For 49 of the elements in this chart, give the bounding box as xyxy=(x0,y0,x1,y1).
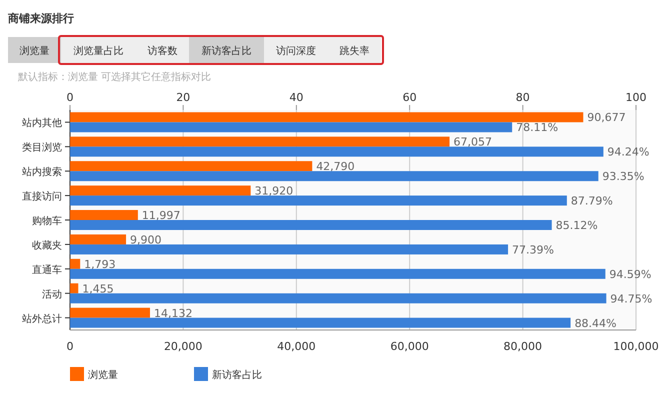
text: 访问深度 xyxy=(276,45,316,57)
data-label: 1,793 xyxy=(84,258,116,271)
y-tick-label: 类目浏览 xyxy=(22,142,62,154)
x-tick-label: 20,000 xyxy=(164,340,202,353)
data-label: 31,920 xyxy=(254,184,294,198)
text: 访客数 xyxy=(148,45,178,57)
y-tick-label: 直接访问 xyxy=(22,190,62,203)
legend-label: 浏览量 xyxy=(88,369,118,381)
data-label: 94.59% xyxy=(609,268,652,281)
x-tick-label: 40,000 xyxy=(277,340,316,353)
data-label: 85.12% xyxy=(556,219,598,232)
y-tick-label: 活动 xyxy=(42,288,62,300)
data-label: 94.75% xyxy=(610,292,652,306)
data-label: 93.35% xyxy=(602,170,644,184)
data-label: 94.24% xyxy=(607,146,650,159)
x-tick-label: 100,000 xyxy=(613,340,659,353)
x-tick-label: 60,000 xyxy=(390,340,429,353)
x2-tick-label: 60 xyxy=(402,91,417,104)
y-tick-label: 站外总计 xyxy=(22,312,62,325)
text: 浏览量 xyxy=(20,45,50,57)
x2-tick-label: 80 xyxy=(516,91,530,104)
y-tick-label: 直通车 xyxy=(32,264,62,276)
x2-tick-label: 40 xyxy=(289,91,304,104)
chart-title: 商铺来源排行 xyxy=(7,12,74,25)
data-label: 78.11% xyxy=(516,121,558,134)
text: 浏览量占比 xyxy=(74,45,124,57)
x2-tick-label: 20 xyxy=(176,91,190,104)
x2-tick-label: 0 xyxy=(66,91,74,104)
x-tick-label: 0 xyxy=(66,340,74,353)
data-label: 67,057 xyxy=(454,136,492,149)
y-tick-label: 站内搜索 xyxy=(22,166,62,178)
data-label: 90,677 xyxy=(587,111,626,124)
y-tick-label: 收藏夹 xyxy=(32,239,62,252)
data-label: 9,900 xyxy=(130,233,162,246)
data-label: 88.44% xyxy=(574,316,617,330)
y-tick-label: 站内其他 xyxy=(22,117,62,130)
text: 跳失率 xyxy=(340,45,370,57)
data-label: 1,455 xyxy=(82,282,114,296)
x2-tick-label: 100 xyxy=(626,91,646,104)
text: 新访客占比 xyxy=(202,45,252,57)
data-label: 42,790 xyxy=(316,160,355,174)
x-tick-label: 80,000 xyxy=(504,340,542,353)
data-label: 11,997 xyxy=(142,209,180,222)
legend-label: 新访客占比 xyxy=(212,369,262,381)
y-tick-label: 购物车 xyxy=(32,215,62,227)
data-label: 87.79% xyxy=(570,194,613,208)
chart-subtitle: 默认指标：浏览量 可选择其它任意指标对比 xyxy=(17,71,212,83)
data-label: 77.39% xyxy=(512,243,554,256)
data-label: 14,132 xyxy=(154,306,192,320)
